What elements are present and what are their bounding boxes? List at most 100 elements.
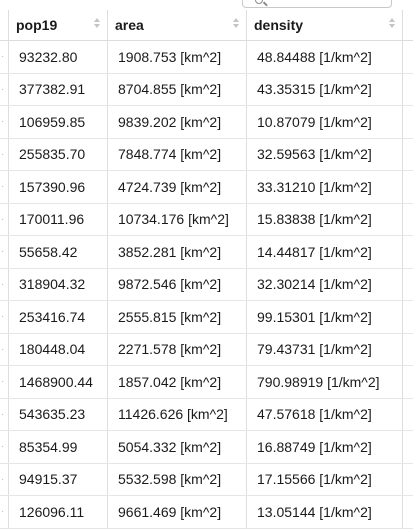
column-header-pop19[interactable]: pop19 [9, 10, 108, 40]
sort-icon[interactable] [93, 16, 101, 30]
row-marker-icon: · [1, 311, 5, 323]
cell-density: 16.88749 [1/km^2] [247, 431, 403, 463]
cell-pop19-value: 106959.85 [19, 113, 86, 130]
overflow-cell [403, 74, 413, 106]
cell-area: 11426.626 [km^2] [108, 398, 247, 430]
row-marker-icon: · [1, 376, 5, 388]
cell-pop19-value: 85354.99 [19, 438, 78, 455]
row-name-cell: · [0, 268, 9, 300]
row-name-cell: · [0, 138, 9, 170]
cell-area: 10734.176 [km^2] [108, 203, 247, 235]
cell-pop19: 85354.99 [9, 431, 108, 463]
cell-area: 1857.042 [km^2] [108, 366, 247, 398]
cell-area-value: 9839.202 [km^2] [118, 113, 222, 130]
cell-pop19: 94915.37 [9, 463, 108, 495]
row-marker-icon: · [1, 148, 5, 160]
cell-area: 2271.578 [km^2] [108, 333, 247, 365]
table-row: · 106959.85 9839.202 [km^2] 10.87079 [1/km^… [0, 106, 413, 139]
row-marker-icon: · [1, 116, 5, 128]
data-table: pop19 area density · 93232.80 1908.753 [km… [0, 10, 413, 529]
overflow-cell [403, 236, 413, 268]
cell-density-value: 32.30214 [1/km^2] [257, 276, 372, 293]
cell-area-value: 3852.281 [km^2] [118, 243, 222, 260]
column-header-overflow [403, 10, 413, 40]
cell-area-value: 8704.855 [km^2] [118, 81, 222, 98]
cell-area: 4724.739 [km^2] [108, 171, 247, 203]
table-row: · 157390.96 4724.739 [km^2] 33.31210 [1/km^… [0, 171, 413, 204]
row-marker-icon: · [1, 51, 5, 63]
cell-area: 5532.598 [km^2] [108, 463, 247, 495]
cell-area-value: 10734.176 [km^2] [118, 211, 229, 228]
cell-area-value: 7848.774 [km^2] [118, 146, 222, 163]
cell-area: 9839.202 [km^2] [108, 106, 247, 138]
cell-area-value: 5532.598 [km^2] [118, 471, 222, 488]
table-row: · 126096.11 9661.469 [km^2] 13.05144 [1/km^… [0, 496, 413, 529]
cell-area-value: 9872.546 [km^2] [118, 276, 222, 293]
cell-density-value: 10.87079 [1/km^2] [257, 113, 372, 130]
table-row: · 94915.37 5532.598 [km^2] 17.15566 [1/km^2… [0, 463, 413, 496]
cell-density: 15.83838 [1/km^2] [247, 203, 403, 235]
row-name-cell: · [0, 203, 9, 235]
sort-icon[interactable] [388, 16, 396, 30]
cell-density: 17.15566 [1/km^2] [247, 463, 403, 495]
row-marker-icon: · [1, 408, 5, 420]
column-header-label: density [254, 17, 304, 33]
cell-pop19-value: 318904.32 [19, 276, 86, 293]
cell-area: 9661.469 [km^2] [108, 496, 247, 528]
row-name-cell: · [0, 236, 9, 268]
cell-density-value: 33.31210 [1/km^2] [257, 178, 372, 195]
row-marker-icon: · [1, 441, 5, 453]
row-marker-icon: · [1, 83, 5, 95]
cell-density: 99.15301 [1/km^2] [247, 301, 403, 333]
cell-area: 7848.774 [km^2] [108, 138, 247, 170]
table-row: · 253416.74 2555.815 [km^2] 99.15301 [1/km^… [0, 301, 413, 334]
row-marker-icon: · [1, 246, 5, 258]
overflow-cell [403, 171, 413, 203]
table-row: · 93232.80 1908.753 [km^2] 48.84488 [1/km^2… [0, 41, 413, 74]
cell-area-value: 2555.815 [km^2] [118, 308, 222, 325]
cell-pop19: 106959.85 [9, 106, 108, 138]
row-name-cell: · [0, 171, 9, 203]
cell-pop19: 1468900.44 [9, 366, 108, 398]
cell-area: 3852.281 [km^2] [108, 236, 247, 268]
cell-density: 33.31210 [1/km^2] [247, 171, 403, 203]
cell-area: 2555.815 [km^2] [108, 301, 247, 333]
cell-density: 32.59563 [1/km^2] [247, 138, 403, 170]
cell-density: 790.98919 [1/km^2] [247, 366, 403, 398]
row-name-header [0, 10, 9, 40]
cell-pop19-value: 170011.96 [19, 211, 85, 228]
row-name-cell: · [0, 301, 9, 333]
cell-pop19-value: 94915.37 [19, 471, 78, 488]
cell-pop19: 377382.91 [9, 73, 108, 105]
cell-pop19-value: 180448.04 [19, 341, 86, 358]
cell-pop19-value: 253416.74 [19, 308, 86, 325]
cell-area: 8704.855 [km^2] [108, 73, 247, 105]
overflow-cell [403, 399, 413, 431]
cell-area-value: 11426.626 [km^2] [118, 406, 228, 423]
column-header-area[interactable]: area [108, 10, 247, 40]
cell-density-value: 79.43731 [1/km^2] [257, 341, 372, 358]
row-name-cell: · [0, 106, 9, 138]
cell-pop19: 170011.96 [9, 203, 108, 235]
row-marker-icon: · [1, 506, 5, 518]
cell-density-value: 13.05144 [1/km^2] [257, 503, 372, 520]
overflow-cell [403, 139, 413, 171]
cell-pop19-value: 377382.91 [19, 81, 86, 98]
search-input[interactable] [242, 0, 392, 8]
cell-density-value: 43.35315 [1/km^2] [257, 81, 372, 98]
overflow-cell [403, 496, 413, 528]
table-row: · 170011.96 10734.176 [km^2] 15.83838 [1/km… [0, 203, 413, 236]
overflow-cell [403, 269, 413, 301]
sort-icon[interactable] [232, 16, 240, 30]
cell-pop19: 253416.74 [9, 301, 108, 333]
cell-pop19-value: 255835.70 [19, 146, 86, 163]
overflow-cell [403, 41, 413, 73]
table-body: · 93232.80 1908.753 [km^2] 48.84488 [1/km^2… [0, 41, 413, 529]
cell-area: 1908.753 [km^2] [108, 41, 247, 73]
cell-pop19-value: 157390.96 [19, 178, 86, 195]
cell-pop19: 180448.04 [9, 333, 108, 365]
toolbar [0, 0, 413, 10]
column-header-density[interactable]: density [247, 10, 403, 40]
cell-area-value: 2271.578 [km^2] [118, 341, 222, 358]
cell-density: 14.44817 [1/km^2] [247, 236, 403, 268]
